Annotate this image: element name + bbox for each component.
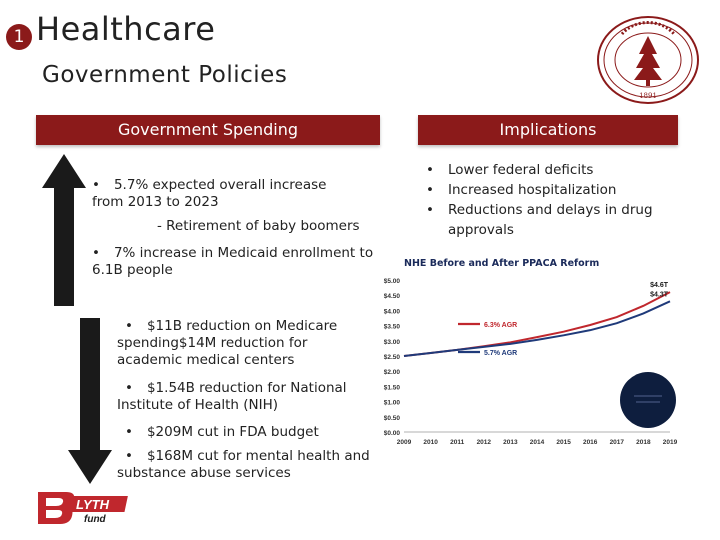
spending-item-overall-increase: 5.7% expected overall increase from 2013… — [92, 177, 362, 211]
x-tick-label: 2010 — [423, 439, 438, 446]
y-tick-label: $3.00 — [384, 339, 401, 346]
spending-item-baby-boomers: - Retirement of baby boomers — [157, 218, 360, 234]
x-tick-label: 2015 — [556, 439, 571, 446]
y-tick-label: $3.50 — [384, 324, 401, 331]
x-tick-label: 2018 — [636, 439, 651, 446]
chart-title: NHE Before and After PPACA Reform — [404, 258, 599, 269]
legend-label: 6.3% AGR — [484, 322, 517, 329]
section-header-implications: Implications — [418, 115, 678, 145]
x-tick-label: 2016 — [583, 439, 598, 446]
y-tick-label: $2.50 — [384, 354, 401, 361]
implication-item: Reductions and delays in drug approvals — [420, 200, 680, 240]
x-tick-label: 2009 — [397, 439, 412, 446]
x-tick-label: 2019 — [663, 439, 678, 446]
slide-subtitle: Government Policies — [42, 62, 288, 88]
arrow-down-icon — [68, 318, 112, 484]
series-line-1 — [403, 300, 671, 357]
bullet — [125, 318, 147, 334]
x-tick-label: 2013 — [503, 439, 518, 446]
y-tick-label: $1.00 — [384, 400, 401, 407]
end-value-label: $4.3T — [650, 291, 669, 298]
spending-item-fda: $209M cut in FDA budget — [117, 424, 377, 441]
x-tick-label: 2017 — [610, 439, 625, 446]
y-tick-label: $5.00 — [384, 278, 401, 285]
y-tick-label: $4.50 — [384, 293, 401, 300]
implication-item: Lower federal deficits — [420, 160, 680, 180]
bullet — [125, 424, 147, 440]
arrow-up-icon — [42, 154, 86, 306]
spending-item-mental-health: $168M cut for mental health and substanc… — [117, 448, 379, 482]
slide-title: Healthcare — [36, 10, 216, 48]
bullet — [125, 448, 147, 464]
y-tick-label: $4.00 — [384, 308, 401, 315]
bullet — [125, 380, 147, 396]
x-tick-label: 2014 — [530, 439, 545, 446]
slide-number-badge: 1 — [6, 24, 32, 50]
implications-list: Lower federal deficits Increased hospita… — [420, 160, 680, 240]
y-tick-label: $0.00 — [384, 430, 401, 437]
bullet — [92, 245, 114, 261]
chart-emblem — [620, 372, 676, 428]
implication-item: Increased hospitalization — [420, 180, 680, 200]
series-line-0 — [403, 291, 671, 357]
y-tick-label: $2.00 — [384, 369, 401, 376]
spending-item-medicare: $11B reduction on Medicare spending$14M … — [117, 318, 365, 369]
spending-item-nih: $1.54B reduction for National Institute … — [117, 380, 365, 414]
end-value-label: $4.6T — [650, 282, 669, 289]
blyth-fund-logo: LYTH fund — [38, 492, 128, 525]
nhe-line-chart: NHE Before and After PPACA Reform $5.00 $… — [384, 258, 678, 446]
svg-text:LYTH: LYTH — [76, 497, 110, 512]
spending-item-medicaid: 7% increase in Medicaid enrollment to 6.… — [92, 245, 378, 279]
y-tick-label: $1.50 — [384, 384, 401, 391]
x-tick-label: 2012 — [477, 439, 492, 446]
legend-label: 5.7% AGR — [484, 350, 517, 357]
section-header-government-spending: Government Spending — [36, 115, 380, 145]
y-tick-label: $0.50 — [384, 415, 401, 422]
bullet — [92, 177, 114, 193]
x-tick-label: 2011 — [450, 439, 464, 446]
svg-text:fund: fund — [84, 514, 107, 525]
seal-year: 1891 — [639, 92, 657, 100]
university-seal-logo: 1891 — [597, 16, 699, 104]
